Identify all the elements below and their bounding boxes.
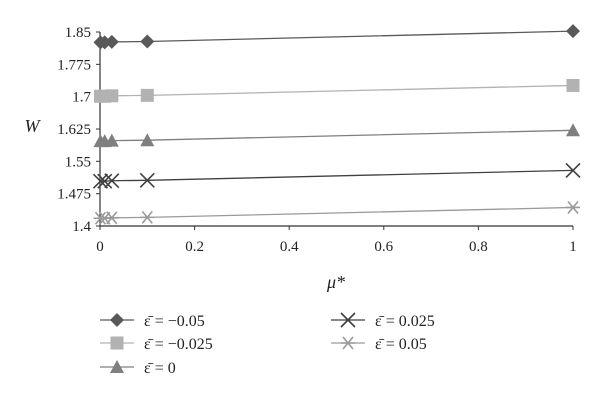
x-tick-label: 0.6	[374, 239, 393, 255]
x-tick-label: 0.4	[280, 239, 299, 255]
y-tick-label: 1.55	[65, 154, 91, 170]
x-tick-labels: 0 0.2 0.4 0.6 0.8 1	[96, 226, 577, 255]
data-point	[140, 34, 155, 49]
data-point	[92, 173, 109, 189]
data-point	[566, 123, 580, 137]
legend-marker	[110, 360, 124, 373]
series-2	[93, 78, 580, 103]
data-point	[565, 162, 581, 178]
data-point	[140, 133, 155, 147]
legend-marker	[341, 336, 355, 350]
y-tick-label: 1.775	[57, 57, 91, 73]
data-point	[139, 172, 155, 188]
legend-item: ε̄ = 0.025	[331, 312, 435, 330]
y-tick-label: 1.4	[72, 219, 91, 235]
legend-label: ε̄ = 0.05	[375, 336, 427, 353]
legend-item: ε̄ = 0	[100, 360, 176, 377]
data-point	[566, 78, 580, 92]
legend-marker	[340, 312, 356, 328]
legend-marker	[110, 313, 124, 327]
series-1	[93, 24, 580, 50]
x-tick-label: 0	[96, 239, 104, 255]
legend-item: ε̄ = 0.05	[331, 336, 427, 353]
data-point	[104, 211, 119, 225]
series-5	[93, 200, 580, 225]
y-tick-label: 1.625	[57, 122, 91, 138]
y-tick-label: 1.475	[57, 187, 91, 203]
y-tick-label: 1.85	[65, 25, 91, 41]
x-axis-title: μ*	[326, 272, 345, 292]
data-point	[566, 24, 580, 39]
series-layer	[92, 24, 581, 225]
data-point	[566, 200, 580, 214]
data-point	[104, 34, 119, 49]
data-point	[140, 210, 155, 224]
x-tick-label: 1	[569, 239, 577, 255]
series-line	[100, 206, 574, 219]
legend-item: ε̄ = −0.05	[100, 313, 205, 330]
y-tick-labels: 1.4 1.475 1.55 1.625 1.7 1.775 1.85	[57, 25, 100, 235]
legend-item: ε̄ = −0.025	[100, 336, 213, 353]
legend: ε̄ = −0.05 ε̄ = −0.025 ε̄ = 0 ε̄ = 0.025 ε̄ …	[100, 312, 435, 377]
legend-label: ε̄ = 0	[144, 360, 176, 377]
legend-label: ε̄ = −0.025	[144, 336, 213, 353]
y-axis-title: W	[25, 116, 42, 136]
series-3	[93, 123, 580, 148]
data-point	[105, 89, 119, 103]
series-line	[100, 84, 574, 97]
x-tick-label: 0.8	[469, 239, 488, 255]
legend-label: ε̄ = −0.05	[144, 313, 205, 330]
data-point	[97, 173, 113, 189]
axes	[99, 32, 573, 227]
series-4	[92, 162, 581, 189]
series-line	[100, 129, 574, 142]
x-tick-label: 0.2	[185, 239, 204, 255]
legend-label: ε̄ = 0.025	[375, 313, 435, 330]
series-line	[100, 169, 574, 182]
legend-marker	[110, 336, 124, 350]
data-point	[104, 173, 120, 189]
series-line	[100, 30, 574, 43]
y-tick-label: 1.7	[72, 90, 91, 106]
data-point	[140, 88, 154, 102]
data-point	[104, 133, 119, 147]
